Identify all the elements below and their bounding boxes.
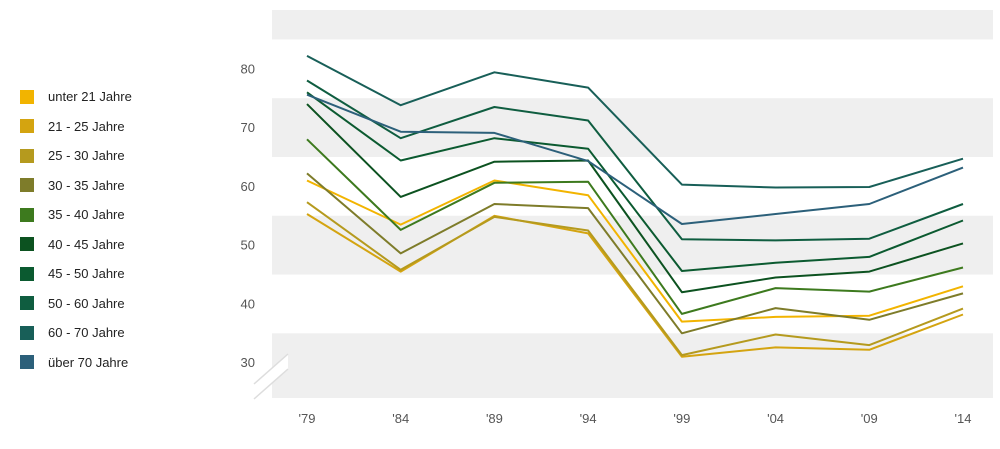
legend-swatch: [20, 89, 34, 104]
axis-break-line: [253, 368, 289, 400]
series-line[interactable]: [306, 55, 964, 189]
series-line[interactable]: [306, 179, 964, 323]
x-tick-label: '94: [580, 411, 597, 426]
y-tick-label: 80: [241, 61, 255, 76]
x-tick-label: '99: [673, 411, 690, 426]
legend-item[interactable]: 21 - 25 Jahre: [20, 112, 132, 142]
x-tick-label: '89: [486, 411, 503, 426]
legend-swatch: [20, 266, 34, 281]
legend-swatch: [20, 148, 34, 163]
y-tick-label: 50: [241, 238, 255, 253]
series-line[interactable]: [306, 91, 964, 272]
series-line[interactable]: [306, 201, 964, 357]
grid-band: [272, 98, 993, 157]
legend-label: 21 - 25 Jahre: [48, 118, 125, 134]
series-lines: [306, 55, 964, 358]
y-axis-ticks: 30 40 50 60 70 80: [241, 61, 255, 370]
x-axis-ticks: '79 '84 '89 '94 '99 '04 '09 '14: [299, 411, 972, 426]
legend-label: über 70 Jahre: [48, 354, 129, 370]
x-tick-label: '79: [299, 411, 316, 426]
legend-item[interactable]: 30 - 35 Jahre: [20, 171, 132, 201]
y-tick-label: 30: [241, 355, 255, 370]
grid-band: [272, 10, 993, 40]
legend-item[interactable]: 50 - 60 Jahre: [20, 289, 132, 319]
legend-swatch: [20, 237, 34, 252]
x-tick-label: '04: [767, 411, 784, 426]
legend-item[interactable]: 40 - 45 Jahre: [20, 230, 132, 260]
legend-label: 30 - 35 Jahre: [48, 177, 125, 193]
legend-label: 50 - 60 Jahre: [48, 295, 125, 311]
legend-item[interactable]: 45 - 50 Jahre: [20, 259, 132, 289]
legend-label: 45 - 50 Jahre: [48, 266, 125, 282]
legend-swatch: [20, 207, 34, 222]
legend-item[interactable]: unter 21 Jahre: [20, 82, 132, 112]
series-line[interactable]: [306, 138, 964, 315]
legend-swatch: [20, 355, 34, 370]
legend-label: unter 21 Jahre: [48, 89, 132, 105]
legend-swatch: [20, 178, 34, 193]
legend-item[interactable]: 35 - 40 Jahre: [20, 200, 132, 230]
x-tick-label: '14: [955, 411, 972, 426]
legend-label: 35 - 40 Jahre: [48, 207, 125, 223]
axis-break-marker: [253, 353, 289, 400]
x-tick-label: '09: [861, 411, 878, 426]
y-tick-label: 70: [241, 120, 255, 135]
legend-label: 60 - 70 Jahre: [48, 325, 125, 341]
legend-swatch: [20, 296, 34, 311]
series-line[interactable]: [306, 93, 964, 225]
series-line[interactable]: [306, 103, 964, 294]
legend-swatch: [20, 119, 34, 134]
series-line[interactable]: [306, 79, 964, 242]
legend-swatch: [20, 325, 34, 340]
legend-item[interactable]: über 70 Jahre: [20, 348, 132, 378]
legend-item[interactable]: 60 - 70 Jahre: [20, 318, 132, 348]
y-tick-label: 60: [241, 179, 255, 194]
series-line[interactable]: [306, 213, 964, 358]
series-line[interactable]: [306, 172, 964, 335]
x-tick-label: '84: [392, 411, 409, 426]
legend-label: 25 - 30 Jahre: [48, 148, 125, 164]
legend-label: 40 - 45 Jahre: [48, 236, 125, 252]
chart-legend: unter 21 Jahre 21 - 25 Jahre 25 - 30 Jahre…: [20, 82, 132, 377]
axis-break-gap: [254, 354, 288, 399]
y-tick-label: 40: [241, 296, 255, 311]
legend-item[interactable]: 25 - 30 Jahre: [20, 141, 132, 171]
axis-break-line: [253, 353, 289, 385]
